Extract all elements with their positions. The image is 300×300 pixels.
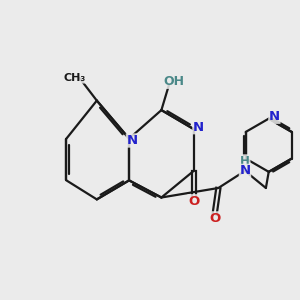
Text: OH: OH <box>163 75 184 88</box>
Text: N: N <box>269 110 280 123</box>
Text: O: O <box>188 195 199 208</box>
Text: H: H <box>240 155 250 168</box>
Text: CH₃: CH₃ <box>64 73 86 83</box>
Text: N: N <box>239 164 250 177</box>
Text: O: O <box>209 212 220 225</box>
Text: N: N <box>126 134 137 147</box>
Text: N: N <box>193 121 204 134</box>
